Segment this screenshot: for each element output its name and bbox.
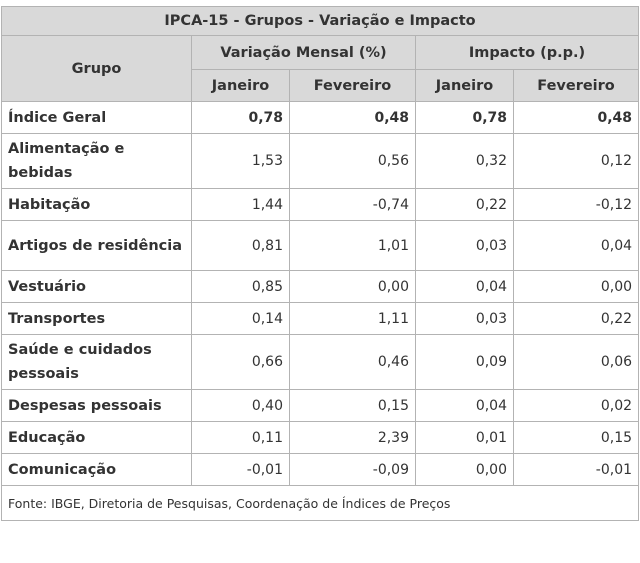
table-row-saude: Saúde e cuidados pessoais 0,66 0,46 0,09… bbox=[1, 334, 640, 390]
cell-variacao-fevereiro: 0,46 bbox=[289, 334, 416, 390]
cell-impacto-fevereiro: 0,02 bbox=[512, 389, 640, 422]
cell-variacao-janeiro: 0,40 bbox=[191, 389, 290, 422]
table-row-habitacao: Habitação 1,44 -0,74 0,22 -0,12 bbox=[1, 188, 640, 221]
cell-impacto-janeiro: 0,78 bbox=[415, 101, 514, 134]
cell-impacto-janeiro: 0,03 bbox=[415, 220, 514, 271]
row-group-name: Comunicação bbox=[1, 453, 192, 486]
cell-variacao-fevereiro: 0,48 bbox=[289, 101, 416, 134]
cell-impacto-janeiro: 0,04 bbox=[415, 270, 514, 303]
cell-variacao-janeiro: 0,66 bbox=[191, 334, 290, 390]
cell-variacao-fevereiro: -0,09 bbox=[289, 453, 416, 486]
table-row-comunicacao: Comunicação -0,01 -0,09 0,00 -0,01 bbox=[1, 453, 640, 486]
row-group-name: Educação bbox=[1, 421, 192, 454]
row-group-name: Índice Geral bbox=[1, 101, 192, 134]
cell-impacto-fevereiro: 0,48 bbox=[512, 101, 640, 134]
cell-impacto-janeiro: 0,22 bbox=[415, 188, 514, 221]
row-group-name: Alimentação e bebidas bbox=[1, 133, 192, 189]
row-group-name: Saúde e cuidados pessoais bbox=[1, 334, 192, 390]
cell-impacto-janeiro: 0,04 bbox=[415, 389, 514, 422]
cell-variacao-janeiro: 0,14 bbox=[191, 302, 290, 335]
table-row-educacao: Educação 0,11 2,39 0,01 0,15 bbox=[1, 421, 640, 454]
cell-variacao-fevereiro: 0,15 bbox=[289, 389, 416, 422]
cell-variacao-fevereiro: -0,74 bbox=[289, 188, 416, 221]
cell-variacao-janeiro: 0,11 bbox=[191, 421, 290, 454]
table-row-indice-geral: Índice Geral 0,78 0,48 0,78 0,48 bbox=[1, 101, 640, 134]
header-impacto-janeiro: Janeiro bbox=[415, 69, 514, 102]
row-group-name: Habitação bbox=[1, 188, 192, 221]
header-impacto: Impacto (p.p.) bbox=[414, 35, 640, 70]
row-group-name: Vestuário bbox=[1, 270, 192, 303]
row-group-name: Transportes bbox=[1, 302, 192, 335]
cell-impacto-fevereiro: 0,06 bbox=[512, 334, 640, 390]
cell-impacto-janeiro: 0,09 bbox=[415, 334, 514, 390]
cell-variacao-fevereiro: 0,00 bbox=[289, 270, 416, 303]
cell-variacao-janeiro: -0,01 bbox=[191, 453, 290, 486]
cell-variacao-fevereiro: 1,01 bbox=[289, 220, 416, 271]
header-variacao-fevereiro: Fevereiro bbox=[289, 69, 416, 102]
source-note: Fonte: IBGE, Diretoria de Pesquisas, Coo… bbox=[0, 485, 640, 521]
cell-variacao-fevereiro: 0,56 bbox=[289, 133, 416, 189]
table-row-vestuario: Vestuário 0,85 0,00 0,04 0,00 bbox=[1, 270, 640, 303]
cell-impacto-janeiro: 0,32 bbox=[415, 133, 514, 189]
table-row-artigos-residencia: Artigos de residência 0,81 1,01 0,03 0,0… bbox=[1, 220, 640, 271]
cell-variacao-janeiro: 0,81 bbox=[191, 220, 290, 271]
cell-impacto-fevereiro: -0,12 bbox=[512, 188, 640, 221]
cell-impacto-fevereiro: 0,22 bbox=[512, 302, 640, 335]
row-group-name: Despesas pessoais bbox=[1, 389, 192, 422]
table-row-despesas-pessoais: Despesas pessoais 0,40 0,15 0,04 0,02 bbox=[1, 389, 640, 422]
ipca-table-container: IPCA-15 - Grupos - Variação e Impacto Gr… bbox=[0, 6, 640, 521]
cell-impacto-janeiro: 0,01 bbox=[415, 421, 514, 454]
cell-variacao-fevereiro: 2,39 bbox=[289, 421, 416, 454]
ipca-table: IPCA-15 - Grupos - Variação e Impacto Gr… bbox=[0, 6, 640, 521]
cell-impacto-janeiro: 0,00 bbox=[415, 453, 514, 486]
cell-impacto-fevereiro: -0,01 bbox=[512, 453, 640, 486]
cell-impacto-fevereiro: 0,15 bbox=[512, 421, 640, 454]
cell-impacto-fevereiro: 0,00 bbox=[512, 270, 640, 303]
header-variacao-mensal: Variação Mensal (%) bbox=[191, 35, 416, 70]
cell-variacao-janeiro: 0,78 bbox=[191, 101, 290, 134]
cell-variacao-fevereiro: 1,11 bbox=[289, 302, 416, 335]
cell-variacao-janeiro: 1,53 bbox=[191, 133, 290, 189]
table-row-transportes: Transportes 0,14 1,11 0,03 0,22 bbox=[1, 302, 640, 335]
header-variacao-janeiro: Janeiro bbox=[191, 69, 290, 102]
header-impacto-fevereiro: Fevereiro bbox=[512, 69, 640, 102]
cell-impacto-janeiro: 0,03 bbox=[415, 302, 514, 335]
cell-variacao-janeiro: 0,85 bbox=[191, 270, 290, 303]
cell-impacto-fevereiro: 0,12 bbox=[512, 133, 640, 189]
table-title: IPCA-15 - Grupos - Variação e Impacto bbox=[0, 6, 640, 36]
cell-impacto-fevereiro: 0,04 bbox=[512, 220, 640, 271]
cell-variacao-janeiro: 1,44 bbox=[191, 188, 290, 221]
header-grupo: Grupo bbox=[1, 35, 192, 102]
row-group-name: Artigos de residência bbox=[1, 220, 192, 271]
table-row-alimentacao: Alimentação e bebidas 1,53 0,56 0,32 0,1… bbox=[1, 133, 640, 189]
